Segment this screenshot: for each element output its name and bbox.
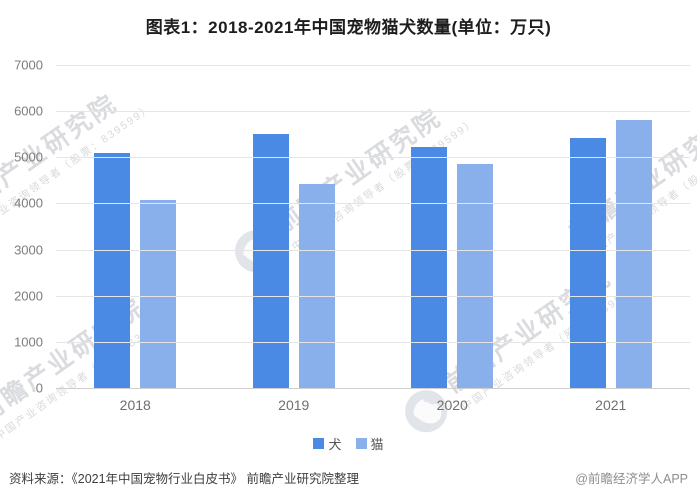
- x-axis-line: [56, 388, 690, 389]
- plot-area: 2018 2019 2020 2021 0 1000 2000 3000 4000 5000 60…: [14, 58, 691, 413]
- legend-item-犬[interactable]: 犬: [313, 434, 342, 453]
- bar-group-2018: 2018: [56, 65, 215, 413]
- legend: 犬猫: [0, 434, 697, 453]
- bar-猫-2019[interactable]: [298, 184, 335, 388]
- legend-item-猫[interactable]: 猫: [355, 434, 384, 453]
- y-axis-tick-label: 5000: [14, 149, 43, 165]
- bar-猫-2020[interactable]: [457, 163, 494, 388]
- footer: 资料来源：《2021年中国宠物行业白皮书》 前瞻产业研究院整理 @前瞻经济学人A…: [9, 468, 688, 487]
- y-axis-tick-label: 7000: [14, 57, 43, 73]
- y-axis-tick-label: 3000: [14, 242, 43, 258]
- legend-label: 犬: [328, 437, 342, 452]
- y-axis-tick-label: 0: [35, 380, 43, 396]
- gridline: [56, 111, 690, 113]
- legend-swatch-icon: [313, 438, 325, 449]
- bar-犬-2020[interactable]: [411, 147, 448, 388]
- y-axis-tick-label: 6000: [14, 103, 43, 119]
- y-axis-tick-label: 1000: [14, 334, 43, 350]
- bar-猫-2018[interactable]: [140, 200, 177, 388]
- bar-groups: 2018 2019 2020 2021: [56, 65, 691, 413]
- bar-group-2021: 2021: [532, 65, 691, 413]
- footer-source: 资料来源：《2021年中国宠物行业白皮书》 前瞻产业研究院整理: [9, 472, 360, 486]
- x-axis-label-2019: 2019: [278, 397, 310, 413]
- x-axis-label-2020: 2020: [436, 397, 468, 413]
- bar-group-2019: 2019: [215, 65, 374, 413]
- gridline: [56, 65, 690, 66]
- gridline: [56, 341, 690, 343]
- footer-credit: @前瞻经济学人APP: [575, 472, 688, 486]
- y-axis-tick-label: 2000: [14, 288, 43, 304]
- gridline: [56, 295, 690, 297]
- bar-group-2020: 2020: [373, 65, 532, 413]
- bar-猫-2021[interactable]: [615, 120, 652, 388]
- gridline: [56, 157, 690, 159]
- x-axis-label-2021: 2021: [595, 397, 627, 413]
- bar-犬-2019[interactable]: [252, 134, 289, 388]
- legend-label: 猫: [370, 437, 384, 452]
- x-axis-label-2018: 2018: [119, 397, 151, 413]
- bar-犬-2018[interactable]: [94, 153, 131, 388]
- bar-犬-2021[interactable]: [569, 137, 606, 388]
- y-axis-tick-label: 4000: [14, 195, 43, 211]
- gridline: [56, 249, 690, 251]
- gridline: [56, 203, 690, 205]
- legend-swatch-icon: [355, 438, 367, 449]
- chart-title: 图表1：2018-2021年中国宠物猫犬数量(单位：万只): [145, 18, 552, 37]
